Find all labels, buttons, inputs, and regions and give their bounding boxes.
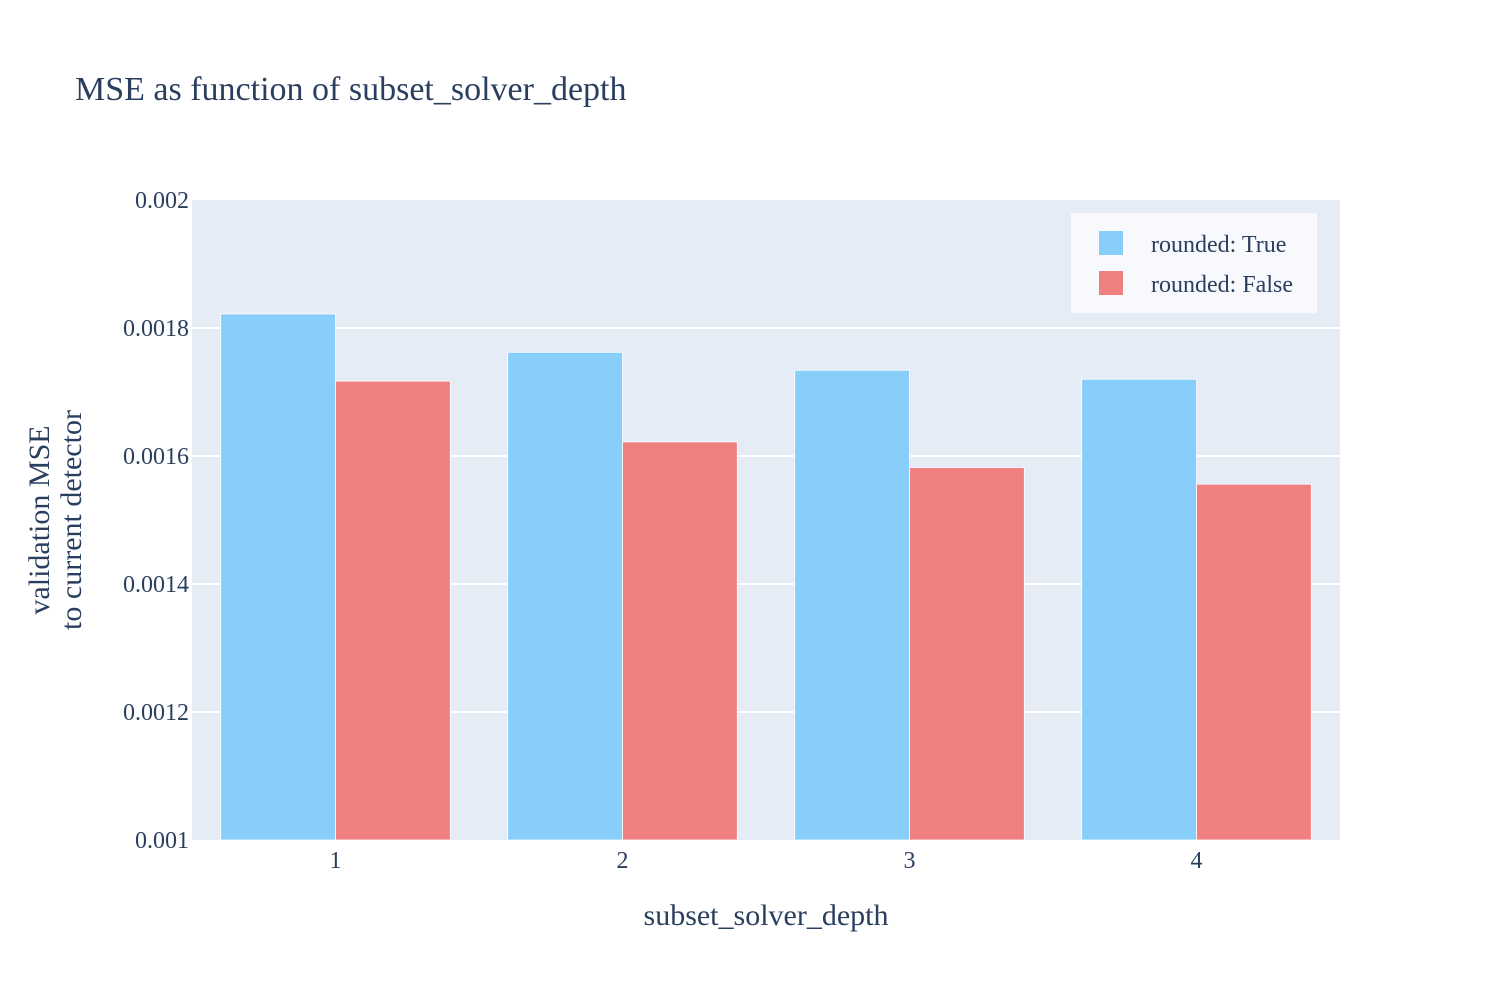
legend-label-rounded-false[interactable]: rounded: False: [1151, 272, 1293, 298]
bar-rounded-false-2[interactable]: [622, 441, 738, 841]
bar-rounded-true-2[interactable]: [507, 351, 623, 841]
x-tick-label: 1: [330, 848, 342, 874]
bar-rounded-false-4[interactable]: [1196, 483, 1312, 841]
x-tick-label: 4: [1191, 848, 1203, 874]
y-tick-label: 0.0016: [123, 444, 189, 470]
y-axis-ticks: 0.001 0.0012 0.0014 0.0016 0.0018 0.002: [123, 188, 189, 854]
y-tick-label: 0.0018: [123, 316, 189, 342]
x-tick-label: 2: [617, 848, 629, 874]
chart-title: MSE as function of subset_solver_depth: [75, 71, 627, 108]
y-axis-title-line-1: validation MSE: [23, 425, 56, 614]
bar-rounded-false-3[interactable]: [909, 467, 1025, 841]
x-tick-label: 3: [904, 848, 916, 874]
y-tick-label: 0.0012: [123, 700, 189, 726]
legend-swatch-rounded-true[interactable]: [1099, 231, 1123, 255]
bar-rounded-false-1[interactable]: [335, 380, 451, 841]
y-tick-label: 0.001: [135, 828, 189, 854]
legend: rounded: True rounded: False: [1071, 213, 1317, 313]
legend-swatch-rounded-false[interactable]: [1099, 271, 1123, 295]
bars: [220, 313, 1312, 841]
bar-rounded-true-3[interactable]: [794, 369, 910, 841]
y-axis-title: validation MSE to current detector: [23, 410, 88, 630]
y-tick-label: 0.002: [135, 188, 189, 214]
y-axis-title-line-2: to current detector: [55, 410, 88, 630]
x-axis-title: subset_solver_depth: [644, 899, 889, 932]
x-axis-ticks: 1 2 3 4: [330, 848, 1203, 874]
y-tick-label: 0.0014: [123, 572, 189, 598]
bar-rounded-true-4[interactable]: [1081, 378, 1197, 841]
legend-background: [1071, 213, 1317, 313]
legend-label-rounded-true[interactable]: rounded: True: [1151, 232, 1286, 258]
bar-rounded-true-1[interactable]: [220, 313, 336, 841]
